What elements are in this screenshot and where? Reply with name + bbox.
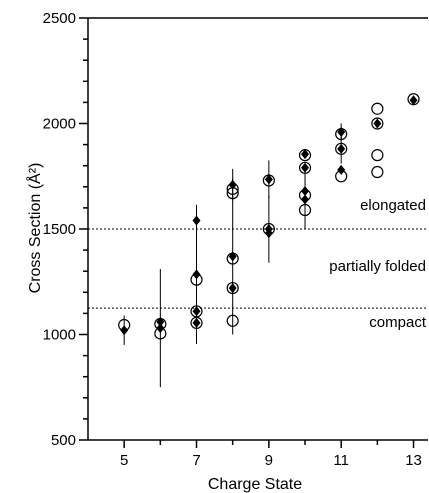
x-tick-label: 5: [120, 452, 128, 469]
x-tick-label: 11: [333, 452, 349, 469]
open-circle-point: [154, 327, 167, 340]
open-circle-point: [407, 93, 420, 106]
data-points: [118, 93, 420, 340]
open-circle-point: [298, 161, 312, 174]
open-circle-point: [371, 102, 384, 115]
region-label: elongated: [360, 197, 426, 214]
filled-diamond-point: [228, 179, 237, 190]
open-circle-point: [298, 203, 312, 217]
y-tick-label: 500: [51, 432, 76, 449]
filled-diamond-point: [192, 306, 201, 317]
open-circle-point: [335, 127, 348, 141]
filled-diamond-point: [301, 194, 310, 205]
x-tick-label: 9: [265, 452, 273, 469]
filled-diamond-point: [192, 215, 201, 226]
open-circle-point: [190, 316, 203, 329]
open-circle-point: [190, 273, 203, 286]
y-tick-label: 1000: [43, 327, 76, 344]
x-axis: 5 7 9 11 13: [120, 440, 422, 469]
open-circle-point: [298, 149, 312, 162]
filled-diamond-point: [301, 186, 310, 197]
open-circle-point: [262, 222, 275, 236]
x-tick-label: 13: [405, 452, 422, 469]
open-circle-point: [226, 252, 239, 265]
open-circle-point: [335, 142, 348, 155]
open-circle-point: [190, 305, 203, 318]
filled-diamond-point: [373, 118, 382, 129]
reference-lines: [88, 228, 428, 309]
open-circle-point: [226, 187, 239, 200]
filled-diamond-point: [409, 95, 418, 106]
region-label: compact: [369, 314, 427, 331]
open-circle-point: [226, 314, 239, 327]
open-circle-point: [262, 174, 275, 187]
open-circle-point: [154, 317, 167, 331]
open-circle-point: [371, 165, 384, 179]
y-axis-label: Cross Section (Å²): [25, 163, 44, 294]
filled-diamond-point: [301, 149, 310, 160]
open-circle-point: [371, 117, 384, 130]
region-labels: elongated partially folded compact: [329, 197, 427, 331]
y-axis: 500 1000 1500 2000 2500: [43, 10, 88, 449]
filled-diamond-point: [228, 283, 237, 294]
y-tick-label: 2000: [43, 116, 76, 133]
region-label: partially folded: [329, 258, 426, 275]
filled-diamond-point: [264, 174, 273, 185]
y-tick-label: 1500: [43, 221, 76, 238]
filled-diamond-point: [337, 164, 346, 175]
filled-diamond-point: [192, 317, 201, 328]
x-tick-label: 7: [192, 452, 200, 469]
filled-diamond-point: [264, 228, 273, 239]
open-circle-point: [298, 189, 312, 202]
open-circle-point: [226, 182, 239, 196]
filled-diamond-point: [337, 143, 346, 154]
open-circle-point: [335, 170, 348, 183]
open-circle-point: [371, 149, 384, 162]
filled-diamond-point: [301, 162, 310, 173]
x-axis-label: Charge State: [208, 476, 302, 493]
open-circle-point: [226, 281, 239, 295]
open-circle-point: [118, 318, 131, 332]
y-tick-label: 2500: [43, 10, 76, 27]
